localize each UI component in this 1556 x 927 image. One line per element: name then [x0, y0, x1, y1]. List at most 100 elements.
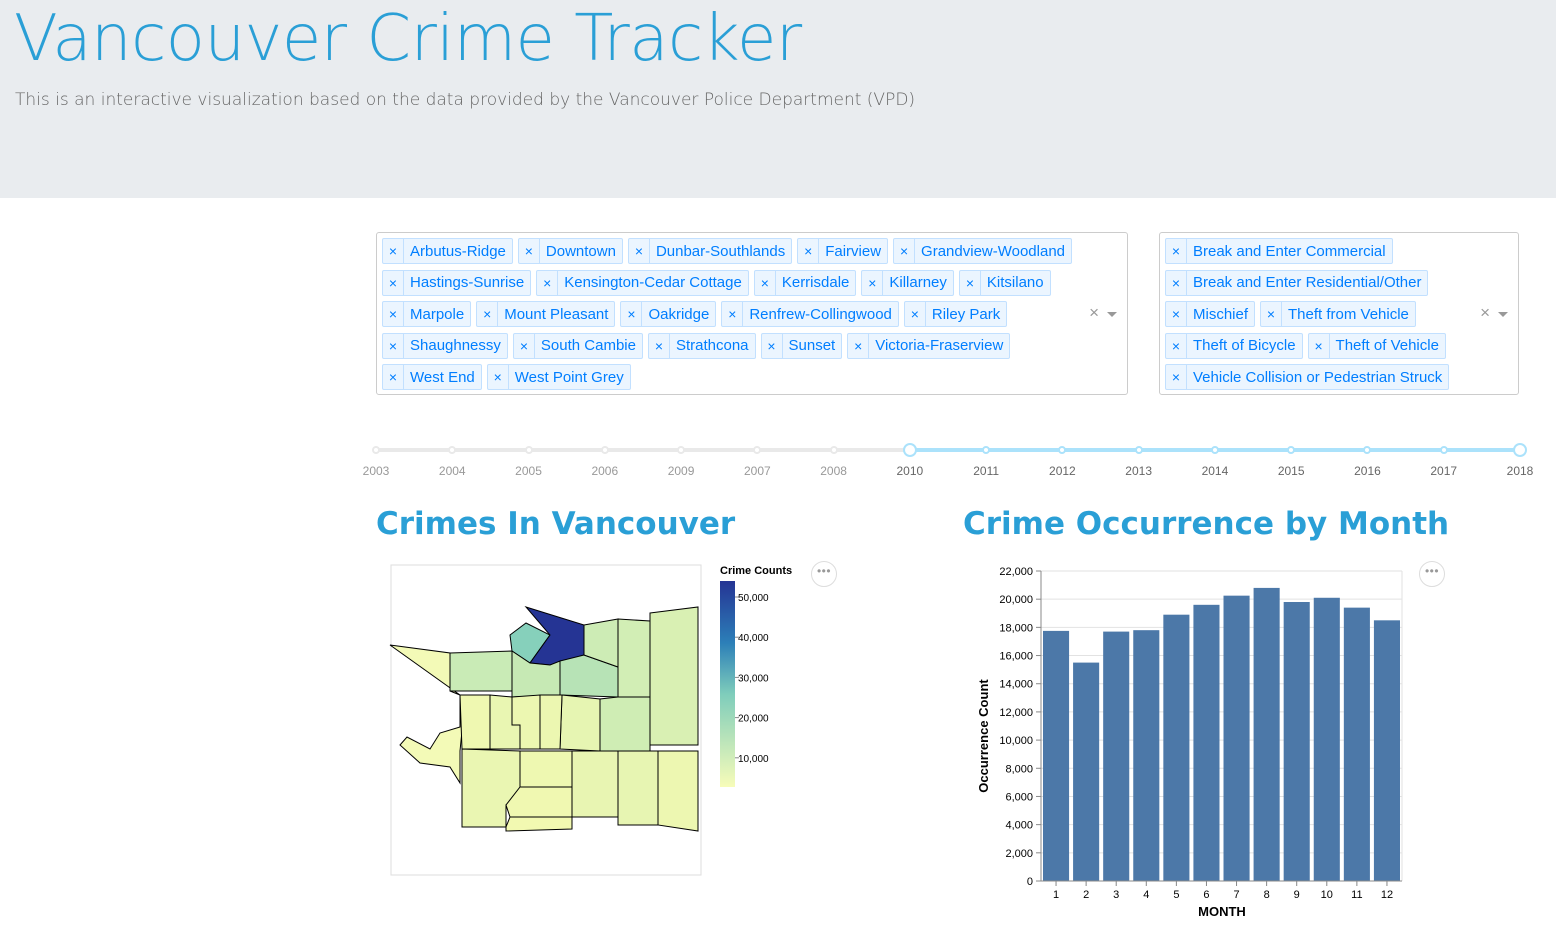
bar[interactable] — [1073, 662, 1100, 881]
neighbourhood-region[interactable] — [657, 750, 699, 832]
remove-chip-icon[interactable]: × — [1261, 302, 1283, 326]
neighbourhood-region[interactable] — [599, 696, 651, 752]
slider-mark-dot[interactable] — [1439, 446, 1448, 454]
slider-mark-dot[interactable] — [677, 446, 686, 454]
slider-mark-label[interactable]: 2016 — [1354, 464, 1381, 478]
choropleth-map[interactable]: Crime Counts 50,000 40,000 30,000 20,000 10,… — [380, 555, 800, 885]
remove-chip-icon[interactable]: × — [477, 302, 499, 326]
remove-chip-icon[interactable]: × — [905, 302, 926, 326]
bar[interactable] — [1043, 630, 1070, 881]
remove-chip-icon[interactable]: × — [537, 270, 559, 295]
neighbourhood-region[interactable] — [519, 750, 573, 788]
remove-chip-icon[interactable]: × — [1166, 333, 1187, 358]
bar[interactable] — [1313, 597, 1340, 881]
bar[interactable] — [1283, 602, 1310, 881]
slider-mark-label[interactable]: 2004 — [438, 464, 466, 478]
slider-mark-dot[interactable] — [600, 446, 609, 454]
bar[interactable] — [1103, 631, 1130, 881]
bar[interactable] — [1133, 630, 1160, 881]
remove-chip-icon[interactable]: × — [1309, 333, 1330, 358]
remove-chip-icon[interactable]: × — [383, 365, 404, 389]
slider-handle[interactable] — [1513, 443, 1527, 457]
bar[interactable] — [1163, 614, 1190, 881]
remove-chip-icon[interactable]: × — [894, 239, 916, 263]
remove-chip-icon[interactable]: × — [755, 270, 776, 295]
remove-chip-icon[interactable]: × — [514, 333, 535, 358]
bar[interactable] — [1343, 607, 1370, 881]
remove-chip-icon[interactable]: × — [383, 302, 404, 326]
neighbourhood-region[interactable] — [559, 694, 601, 752]
bar[interactable] — [1373, 620, 1400, 881]
remove-chip-icon[interactable]: × — [960, 270, 981, 295]
remove-chip-icon[interactable]: × — [1166, 365, 1187, 389]
slider-mark-label[interactable]: 2017 — [1430, 464, 1458, 478]
slider-mark-label[interactable]: 2005 — [515, 464, 542, 478]
slider-mark-label[interactable]: 2003 — [362, 464, 390, 478]
bar[interactable] — [1223, 595, 1250, 881]
remove-chip-icon[interactable]: × — [649, 333, 670, 358]
crime-type-dropdown-arrow-icon[interactable] — [1498, 312, 1508, 317]
slider-handle[interactable] — [902, 443, 917, 457]
year-range-slider[interactable]: 2003 2004 2005 2006 2009 2007 2008 2010 2011 2012… — [363, 440, 1533, 480]
slider-mark-label[interactable]: 2013 — [1125, 464, 1152, 478]
slider-mark-label[interactable]: 2015 — [1277, 464, 1305, 478]
neighbourhood-region[interactable] — [459, 694, 491, 750]
slider-mark-label[interactable]: 2006 — [591, 464, 619, 478]
crime-type-multiselect[interactable]: × Break and Enter Commercial × Break and En… — [1159, 232, 1519, 395]
remove-chip-icon[interactable]: × — [519, 239, 540, 263]
remove-chip-icon[interactable]: × — [722, 302, 744, 326]
slider-mark-label[interactable]: 2011 — [973, 464, 1000, 478]
remove-chip-icon[interactable]: × — [1166, 302, 1187, 326]
slider-mark-dot[interactable] — [1363, 446, 1372, 454]
slider-mark-label[interactable]: 2009 — [667, 464, 695, 478]
slider-mark-label[interactable]: 2014 — [1201, 464, 1229, 478]
neighbourhood-region[interactable] — [649, 606, 699, 746]
remove-chip-icon[interactable]: × — [762, 333, 783, 358]
bar-chart-actions-menu-icon[interactable]: ••• — [1419, 561, 1445, 587]
slider-mark-dot[interactable] — [829, 446, 838, 454]
slider-mark-dot[interactable] — [524, 446, 533, 454]
neighbourhood-region[interactable] — [539, 694, 563, 750]
remove-chip-icon[interactable]: × — [848, 333, 870, 358]
bar[interactable] — [1253, 587, 1280, 881]
slider-mark-dot[interactable] — [1058, 446, 1067, 454]
map-actions-menu-icon[interactable]: ••• — [811, 561, 837, 587]
slider-mark-dot[interactable] — [448, 446, 457, 454]
month-bar-chart[interactable]: 0 2,000 4,000 6,000 8,000 10,000 12,000 14,000 1… — [960, 560, 1420, 924]
remove-chip-icon[interactable]: × — [488, 365, 509, 389]
neighbourhood-region[interactable] — [505, 816, 573, 832]
neighbourhood-region[interactable] — [449, 650, 513, 692]
slider-mark-label[interactable]: 2010 — [896, 464, 924, 478]
remove-chip-icon[interactable]: × — [629, 239, 650, 263]
slider-mark-dot[interactable] — [753, 446, 762, 454]
map-regions[interactable] — [389, 606, 699, 832]
clear-crime-types-icon[interactable]: × — [1480, 303, 1490, 322]
remove-chip-icon[interactable]: × — [621, 302, 643, 326]
neighbourhood-dropdown-arrow-icon[interactable] — [1107, 312, 1117, 317]
slider-mark-dot[interactable] — [1287, 446, 1296, 454]
remove-chip-icon[interactable]: × — [383, 333, 404, 358]
clear-neighbourhoods-icon[interactable]: × — [1089, 303, 1099, 322]
remove-chip-icon[interactable]: × — [383, 239, 404, 263]
bar-marks[interactable] — [1043, 587, 1400, 881]
slider-mark-label[interactable]: 2018 — [1506, 464, 1534, 478]
neighbourhood-multiselect[interactable]: × Arbutus-Ridge × Downtown × Dunbar-Southland… — [376, 232, 1128, 395]
remove-chip-icon[interactable]: × — [1166, 270, 1187, 295]
neighbourhood-region[interactable] — [505, 786, 573, 818]
slider-mark-label[interactable]: 2012 — [1049, 464, 1076, 478]
remove-chip-icon[interactable]: × — [383, 270, 404, 295]
neighbourhood-region[interactable] — [571, 750, 619, 818]
neighbourhood-region[interactable] — [489, 694, 521, 750]
slider-mark-dot[interactable] — [1134, 446, 1143, 454]
remove-chip-icon[interactable]: × — [798, 239, 820, 263]
neighbourhood-region[interactable] — [617, 618, 651, 698]
neighbourhood-region[interactable] — [617, 750, 659, 826]
remove-chip-icon[interactable]: × — [1166, 239, 1187, 263]
slider-mark-dot[interactable] — [372, 446, 380, 454]
slider-mark-label[interactable]: 2007 — [743, 464, 771, 478]
bar[interactable] — [1193, 604, 1220, 881]
remove-chip-icon[interactable]: × — [862, 270, 884, 295]
slider-mark-label[interactable]: 2008 — [820, 464, 847, 478]
slider-mark-dot[interactable] — [1210, 446, 1219, 454]
neighbourhood-region[interactable] — [389, 644, 463, 785]
